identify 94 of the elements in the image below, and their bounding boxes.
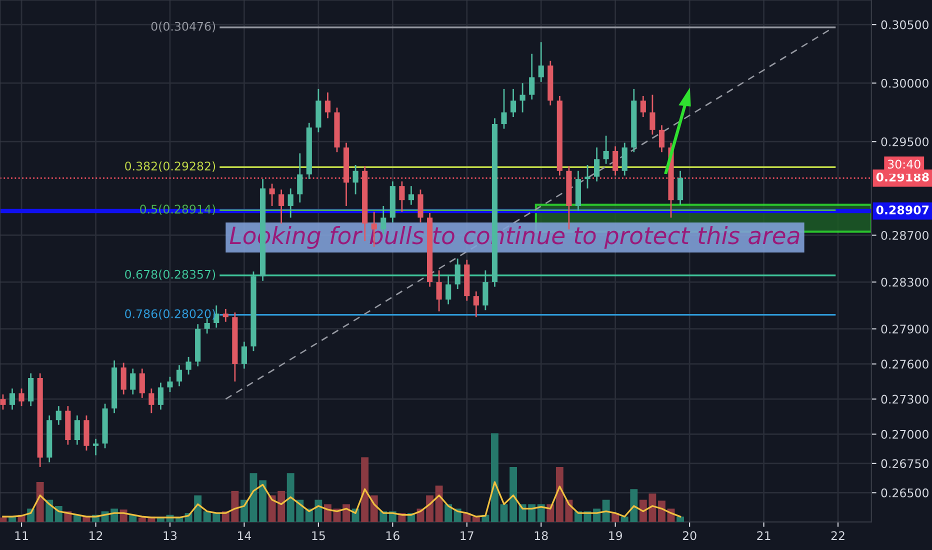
x-tick-label: 14 xyxy=(238,531,252,540)
bar xyxy=(259,480,266,522)
candlestick xyxy=(529,53,535,100)
ref-line-label: 0.28907 xyxy=(876,206,929,214)
candlestick xyxy=(148,388,154,414)
candlestick xyxy=(612,146,618,176)
candlestick xyxy=(501,88,507,130)
y-tick-label: 0.27900 xyxy=(881,324,928,334)
x-tick-label: 16 xyxy=(386,531,400,540)
candlestick xyxy=(622,142,628,176)
candlestick xyxy=(167,376,173,393)
bar xyxy=(500,504,508,522)
candlestick xyxy=(92,438,99,456)
bar xyxy=(426,495,434,522)
bar xyxy=(444,504,452,522)
y-tick-label: 0.30500 xyxy=(881,20,928,30)
bar xyxy=(510,466,517,522)
bar xyxy=(491,433,498,522)
candlestick xyxy=(241,341,247,370)
candlestick xyxy=(482,270,488,311)
candlestick xyxy=(139,368,145,399)
bar xyxy=(129,514,137,522)
x-tick-label: 19 xyxy=(609,531,622,540)
candlestick xyxy=(678,170,684,206)
candlestick xyxy=(399,180,405,213)
bar xyxy=(658,500,666,522)
candlestick xyxy=(74,414,80,446)
candlestick xyxy=(408,185,414,206)
candlestick xyxy=(352,164,358,195)
candlestick xyxy=(186,356,192,376)
candlestick xyxy=(473,290,479,318)
candlestick xyxy=(650,94,656,136)
y-tick-label: 0.26750 xyxy=(881,459,928,468)
bar xyxy=(194,495,202,522)
candlestick xyxy=(418,188,424,224)
bar xyxy=(73,514,81,522)
x-tick-label: 21 xyxy=(757,531,770,540)
candlestick xyxy=(520,82,526,114)
candlestick xyxy=(214,304,220,328)
bar xyxy=(361,457,369,522)
candlestick xyxy=(269,183,275,207)
candlestick xyxy=(130,368,136,396)
y-tick-label: 0.26500 xyxy=(881,488,928,498)
bar xyxy=(676,516,684,522)
candlestick xyxy=(584,164,590,190)
x-tick-label: 20 xyxy=(682,531,696,540)
bar xyxy=(537,504,545,522)
candlestick xyxy=(158,382,164,410)
candlestick xyxy=(658,124,665,153)
x-tick-label: 11 xyxy=(15,531,28,540)
candlestick xyxy=(120,362,126,396)
bar xyxy=(324,504,332,522)
ref-line-label: 0(0.30476) xyxy=(151,22,216,32)
candlestick xyxy=(603,135,609,165)
candlestick xyxy=(176,364,182,387)
x-tick-label: 15 xyxy=(312,531,325,540)
candlestick xyxy=(640,95,646,118)
y-tick-label: 0.28300 xyxy=(881,278,928,287)
text: 30:40 xyxy=(888,160,920,169)
bar xyxy=(0,518,7,522)
bar xyxy=(250,473,258,522)
candlestick xyxy=(278,188,284,224)
candlestick xyxy=(56,405,62,426)
bar xyxy=(435,486,443,522)
x-tick-label: 13 xyxy=(164,531,177,540)
candlestick xyxy=(222,308,228,323)
bar xyxy=(36,482,44,522)
y-tick-label: 0.29500 xyxy=(881,137,928,146)
ref-line-label: 0.678(0.28357) xyxy=(125,270,216,280)
x-tick-label: 17 xyxy=(460,531,474,540)
candlestick xyxy=(9,388,16,410)
x-tick-label: 12 xyxy=(90,531,102,540)
candlestick xyxy=(288,188,294,218)
candlestick xyxy=(594,146,600,182)
candlestick xyxy=(0,394,6,410)
y-tick-label: 0.27000 xyxy=(881,430,928,439)
y-tick-label: 0.28700 xyxy=(881,230,928,240)
candlestick xyxy=(18,388,24,407)
candlestick xyxy=(510,88,516,118)
x-tick-label: 22 xyxy=(831,531,844,540)
y-tick-label: 0.30000 xyxy=(881,78,928,88)
candlestick xyxy=(28,372,34,407)
candlestick xyxy=(297,152,303,204)
bar xyxy=(602,500,610,522)
candlestick xyxy=(538,41,544,83)
candlestick xyxy=(436,270,442,312)
y-tick-label: 0.27600 xyxy=(881,360,928,369)
candlestick xyxy=(446,275,452,305)
ref-line-label: 0.786(0.28020) xyxy=(125,309,216,320)
x-tick-label: 18 xyxy=(534,531,548,540)
candlestick xyxy=(324,92,330,119)
y-tick-label: 0.27300 xyxy=(881,394,928,404)
candlestick xyxy=(454,258,460,290)
ref-line-label: 0.382(0.29282) xyxy=(125,161,216,172)
